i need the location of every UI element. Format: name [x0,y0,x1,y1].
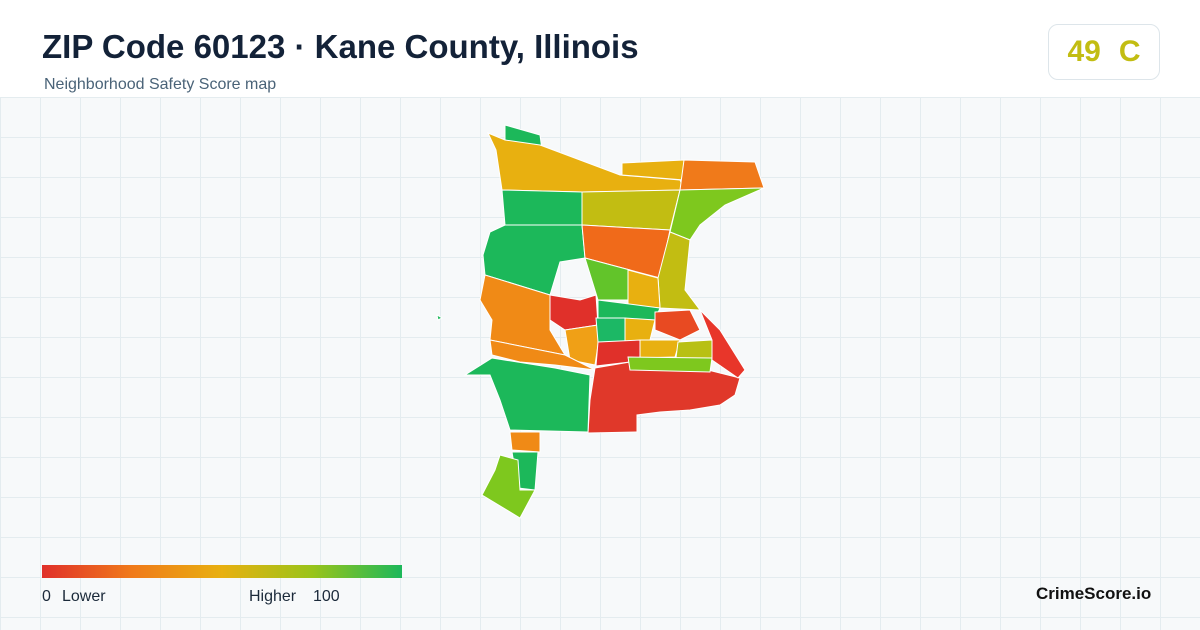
score-badge: 49 C [1048,24,1160,80]
brand: CrimeScore.io [1036,584,1152,603]
title: ZIP Code 60123 · Kane County, Illinois [42,28,639,65]
legend-max: 100 [313,588,340,605]
legend-min-label: Lower [62,588,106,605]
legend-gradient [42,565,402,578]
subtitle: Neighborhood Safety Score map [44,76,277,93]
legend-min: 0 [42,588,51,605]
header: ZIP Code 60123 · Kane County, Illinois N… [0,0,1200,98]
legend-max-label: Higher [249,588,297,605]
score-grade: C [1118,35,1141,68]
neighborhoods [436,124,765,519]
score-value: 49 [1067,35,1101,68]
